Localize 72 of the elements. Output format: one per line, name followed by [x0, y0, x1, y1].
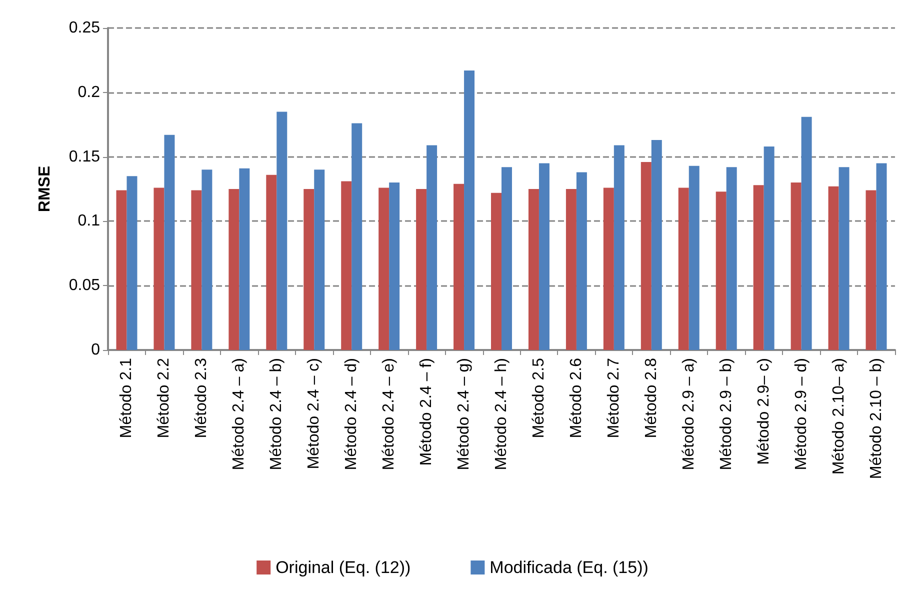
x-tick-label: Método 2.1	[118, 358, 136, 438]
x-tick-label: Método 2.10– a)	[830, 358, 848, 475]
x-tick-label: Método 2.8	[642, 358, 660, 438]
bar	[116, 190, 127, 350]
bar	[876, 163, 887, 350]
x-tick-label: Método 2.3	[193, 358, 210, 438]
x-tick-label: Método 2.9 – d)	[792, 358, 810, 470]
y-axis-title: RMSE	[36, 166, 54, 212]
bar	[726, 167, 737, 350]
bar	[378, 188, 390, 350]
y-tick-label: 0.15	[68, 148, 100, 166]
bar	[352, 123, 362, 350]
bar	[603, 188, 614, 350]
x-tick-label: Método 2.5	[530, 358, 548, 438]
bar	[640, 162, 652, 350]
y-tick-label: 0.1	[78, 212, 100, 230]
bar	[614, 145, 624, 350]
bar	[426, 145, 438, 350]
bar	[651, 140, 662, 350]
bar	[576, 172, 587, 350]
bar	[191, 190, 202, 350]
bar	[202, 170, 212, 350]
bar	[154, 188, 164, 350]
bar	[491, 192, 502, 350]
x-tick-label: Método 2.4 – a)	[230, 358, 248, 470]
bar	[454, 184, 464, 350]
bar	[341, 181, 352, 350]
bar	[164, 134, 175, 350]
x-tick-label: Método 2.4 – g)	[456, 358, 473, 470]
bar	[464, 70, 475, 350]
x-tick-label: Método 2.4 – h)	[493, 358, 510, 470]
bar	[304, 189, 314, 350]
x-tick-label: Método 2.9– c)	[755, 358, 772, 465]
bar	[753, 185, 764, 350]
bar	[866, 190, 876, 350]
bar	[838, 167, 850, 350]
x-tick-label: Método 2.4 – e)	[380, 358, 398, 470]
bar	[416, 189, 427, 350]
bar	[239, 168, 250, 350]
x-tick-label: Método 2.4 – f)	[418, 358, 436, 466]
x-tick-label: Método 2.6	[568, 358, 585, 438]
y-tick-label: 0.2	[78, 84, 100, 101]
bar	[678, 188, 689, 350]
bar	[126, 176, 138, 350]
x-tick-label: Método 2.4 – d)	[343, 358, 360, 470]
x-tick-label: Método 2.9 – a)	[680, 358, 698, 470]
legend-label: Original (Eq. (12))	[276, 558, 411, 577]
y-tick-label: 0.05	[68, 277, 100, 294]
bar	[528, 189, 539, 350]
bar	[538, 163, 550, 350]
bar	[228, 189, 240, 350]
bar	[566, 189, 576, 350]
y-tick-label: 0.25	[68, 20, 100, 36]
bar	[828, 186, 839, 350]
bar	[688, 166, 700, 350]
bar	[314, 170, 325, 350]
x-tick-label: Método 2.10 – b)	[868, 358, 885, 479]
y-tick-label: 0	[91, 342, 100, 358]
bar	[764, 146, 774, 350]
x-tick-label: Método 2.4 – c)	[306, 358, 323, 470]
bar	[801, 116, 812, 350]
bar	[266, 174, 277, 350]
x-tick-label: Método 2.7	[605, 358, 622, 438]
bar	[790, 182, 802, 350]
x-tick-label: Método 2.2	[156, 358, 173, 438]
x-tick-label: Método 2.9 – b)	[718, 358, 735, 470]
bar	[276, 112, 288, 350]
bar	[389, 182, 400, 350]
bar	[716, 192, 726, 350]
bar	[502, 167, 512, 350]
x-tick-label: Método 2.4 – b)	[268, 358, 286, 470]
legend-label: Modificada (Eq. (15))	[490, 558, 648, 577]
